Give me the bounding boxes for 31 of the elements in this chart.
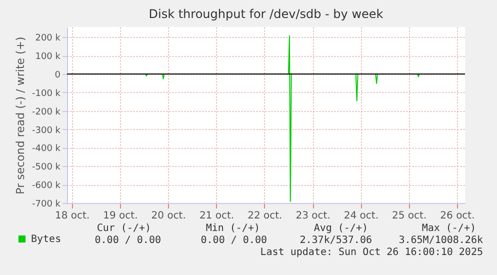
text: 2.37k/537.06 [300, 235, 372, 246]
legend-label: Bytes [31, 234, 62, 245]
x-tick-label: 22 oct. [248, 210, 282, 222]
x-tick-label: 19 oct. [103, 210, 138, 222]
x-tick-label: 26 oct. [440, 210, 475, 222]
x-tick-label: 21 oct. [199, 210, 234, 222]
y-tick-label: 0 [54, 70, 61, 80]
y-tick-label: -100 k [32, 88, 62, 99]
x-tick-label: 18 oct. [55, 210, 90, 222]
x-tick-label: 20 oct. [151, 210, 186, 222]
y-tick-label: -200 k [32, 107, 62, 118]
text: 0.00 / 0.00 [94, 235, 161, 246]
y-tick-label: -500 k [32, 162, 62, 173]
x-tick-label: 24 oct. [344, 210, 378, 222]
y-tick-label: 100 k [35, 52, 62, 62]
text: Cur (-/+) [96, 223, 151, 234]
text: Avg (-/+) [314, 223, 368, 234]
text: Last update: Sun Oct 26 16:00:10 2025 [260, 247, 483, 258]
text: 3.65M/1008.26k [398, 235, 483, 246]
y-tick-label: 200 k [35, 34, 62, 44]
y-axis-title: Pr second read (-) / write (+) [14, 36, 27, 194]
text: 0.00 / 0.00 [200, 235, 267, 246]
y-tick-label: -300 k [32, 126, 62, 136]
y-tick-label: -700 k [32, 200, 62, 210]
chart-title: Disk throughput for /dev/sdb - by week [148, 7, 384, 21]
x-tick-label: 25 oct. [392, 210, 427, 222]
x-tick-label: 23 oct. [296, 210, 330, 222]
y-tick-label: -600 k [32, 181, 62, 192]
y-tick-label: -400 k [32, 144, 62, 154]
text: Min (-/+) [206, 223, 260, 234]
text: Max (-/+) [422, 223, 476, 234]
